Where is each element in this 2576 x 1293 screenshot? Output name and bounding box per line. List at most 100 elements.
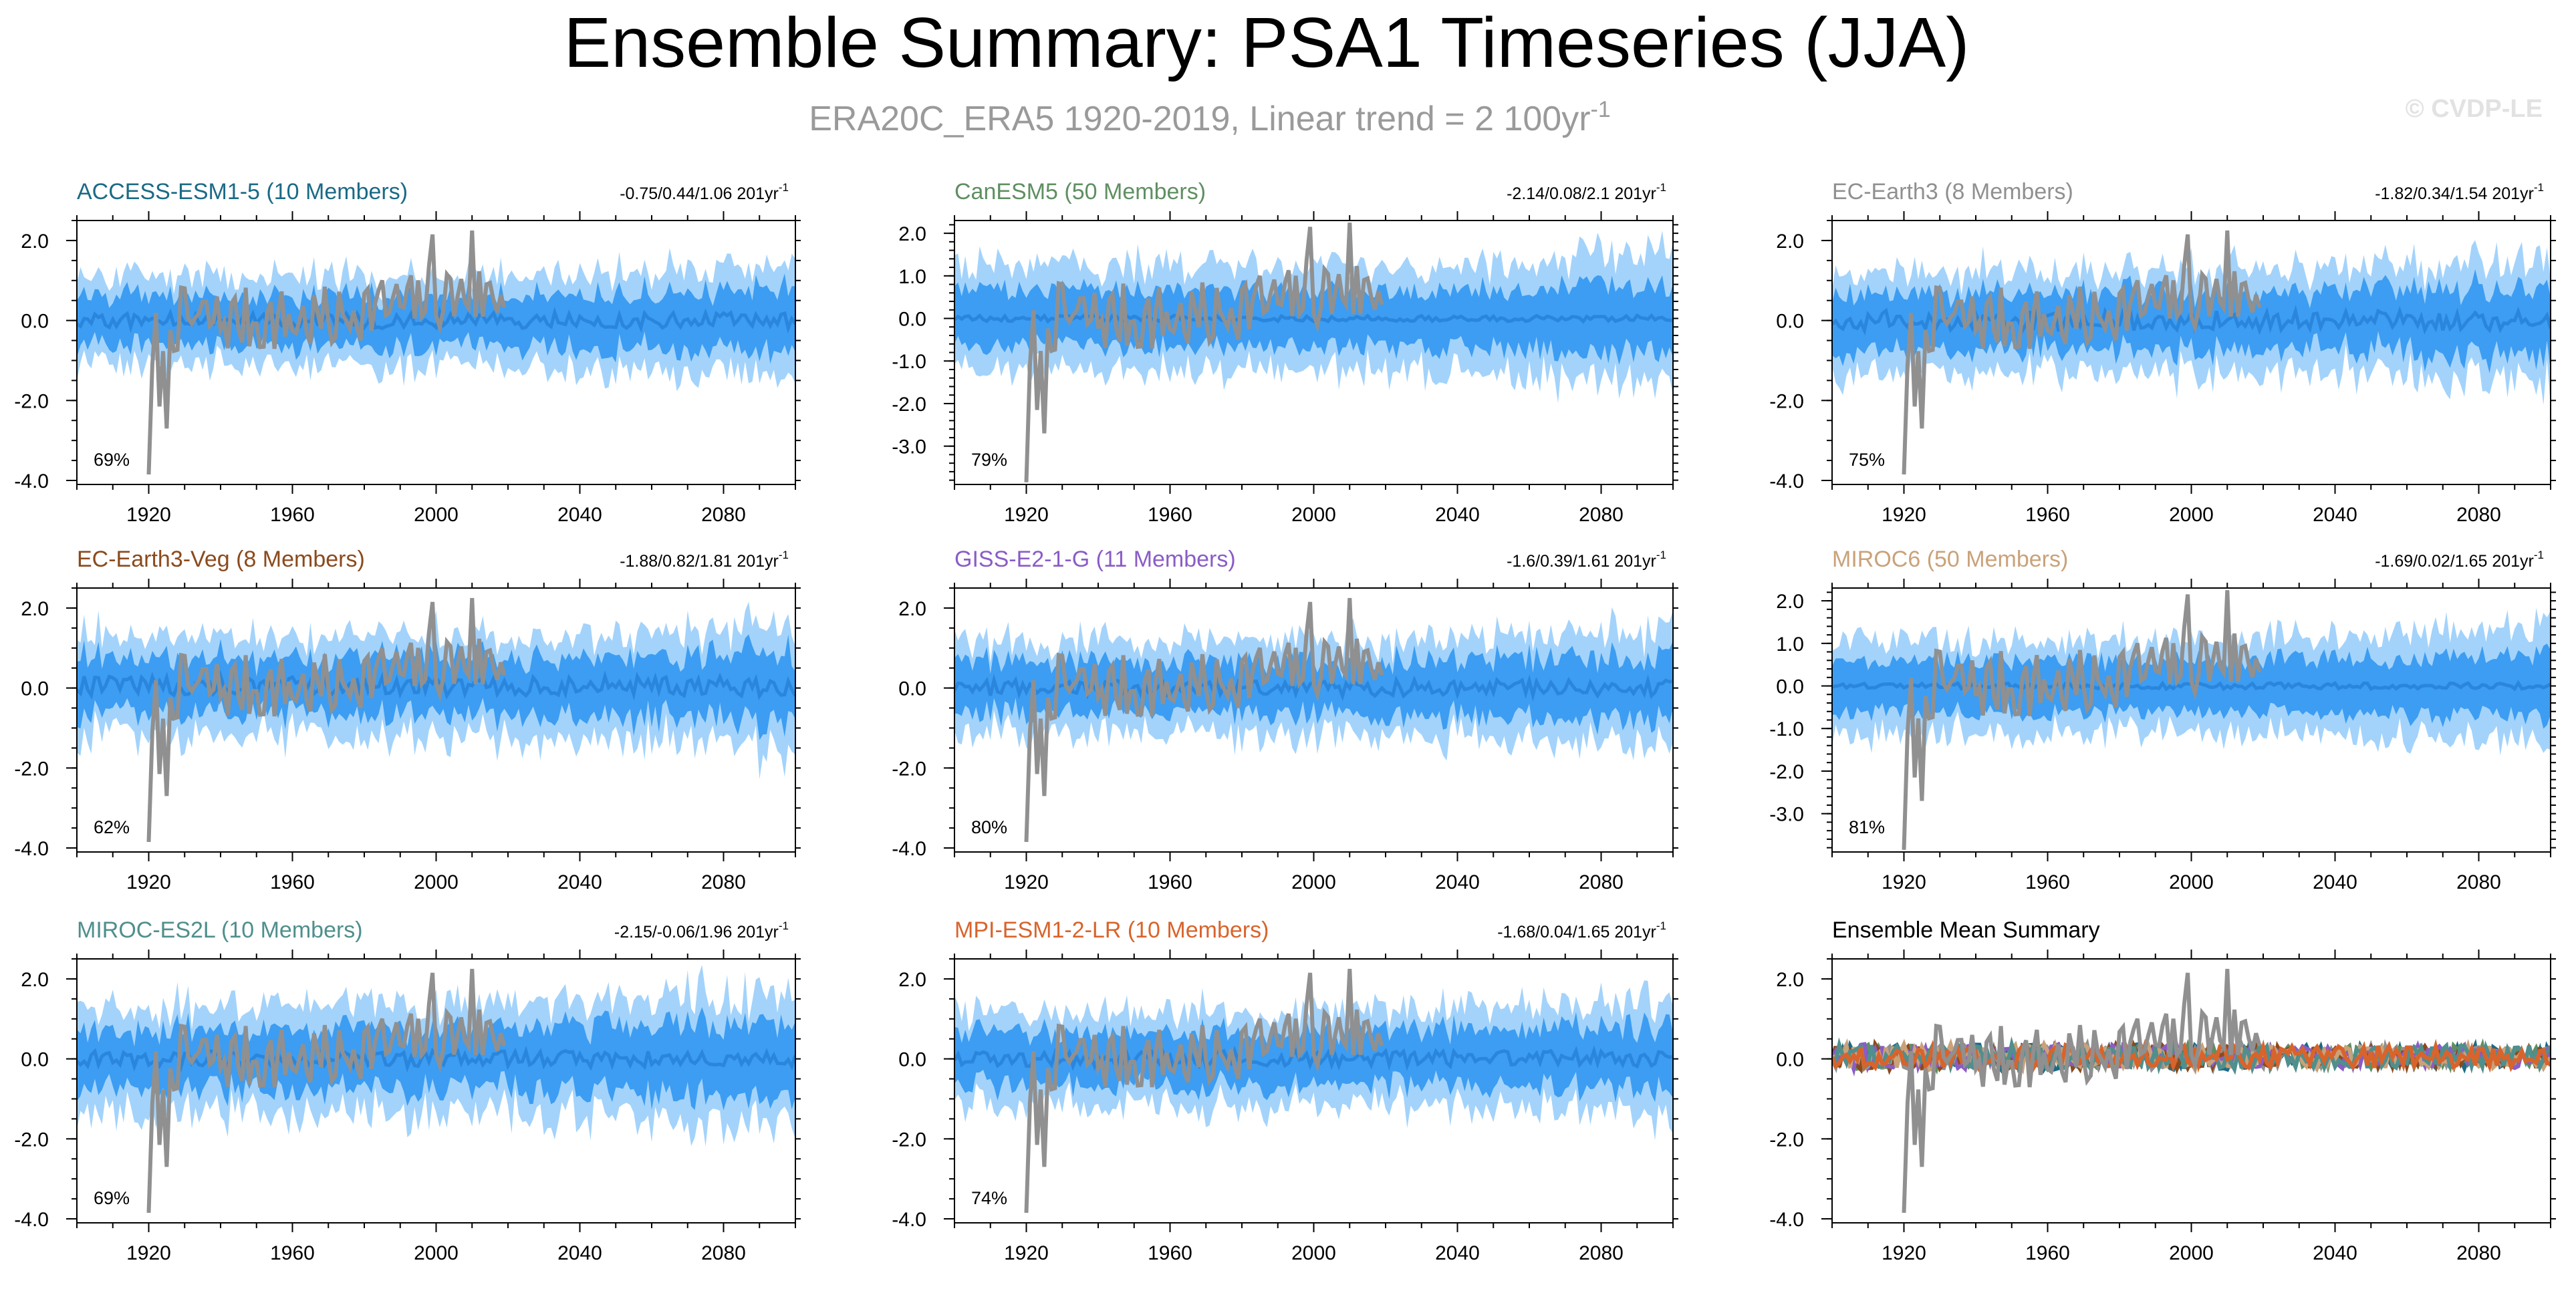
percent-label: 79% xyxy=(971,450,1007,470)
x-tick-label: 1960 xyxy=(270,1242,315,1264)
panel-title-members: (50 Members) xyxy=(1064,179,1206,204)
percent-label: 69% xyxy=(94,450,130,470)
trend-stats: -1.68/0.04/1.65 201yr-1 xyxy=(1497,919,1666,942)
x-tick-label: 2040 xyxy=(1435,871,1480,893)
panel-title-model: MPI-ESM1-2-LR xyxy=(954,917,1121,943)
y-tick-label: -2.0 xyxy=(1769,390,1804,412)
plot-area xyxy=(954,223,1673,482)
y-tick-label: -4.0 xyxy=(1769,470,1804,492)
plot-area xyxy=(77,597,795,843)
chart-panel: 1920 1960 2000 2040 2080 -4.0 -2.0 0.0 2.0 Ensemb… xyxy=(1769,917,2556,1264)
chart-panel: 1920 1960 2000 2040 2080 -4.0 -2.0 0.0 2.0 MPI-ES… xyxy=(892,917,1678,1264)
x-tick-label: 2040 xyxy=(2313,871,2357,893)
x-tick-label: 2000 xyxy=(2169,1242,2214,1264)
y-tick-label: 1.0 xyxy=(1776,633,1804,656)
x-tick-label: 2000 xyxy=(2169,871,2214,893)
panel-title: MIROC-ES2L (10 Members) xyxy=(77,917,363,943)
y-tick-label: 2.0 xyxy=(898,598,926,620)
plot-area xyxy=(1832,968,2551,1213)
x-tick-label: 2000 xyxy=(1291,504,1336,526)
plot-frame xyxy=(1831,958,2551,1224)
trend-stats-sup: -1 xyxy=(779,919,789,932)
y-tick-label: 2.0 xyxy=(21,231,49,253)
panel-title-members: (50 Members) xyxy=(1927,547,2069,572)
y-tick-label: 0.0 xyxy=(1776,311,1804,333)
y-tick-label: -2.0 xyxy=(1769,1129,1804,1151)
panel-title: ACCESS-ESM1-5 (10 Members) xyxy=(77,179,408,204)
panel-title-space xyxy=(260,179,266,204)
y-tick-label: 0.0 xyxy=(21,1049,49,1071)
observations-line xyxy=(1902,230,2262,475)
observations-line xyxy=(1024,968,1384,1213)
observations-line xyxy=(1902,590,2262,850)
panel-title: GISS-E2-1-G (11 Members) xyxy=(954,547,1236,572)
trend-stats-value: -1.6/0.39/1.61 201yr xyxy=(1507,552,1656,571)
panel-title: CanESM5 (50 Members) xyxy=(954,179,1206,204)
percent-label: 62% xyxy=(94,817,130,837)
trend-stats-value: -1.68/0.04/1.65 201yr xyxy=(1497,923,1656,942)
y-tick-label: -2.0 xyxy=(14,390,49,412)
y-tick-label: -1.0 xyxy=(892,351,926,373)
panel-title-space xyxy=(1920,547,1926,572)
x-tick-label: 1920 xyxy=(126,1242,171,1264)
chart-panel: 1920 1960 2000 2040 2080 -3.0 -2.0 -1.0 0.0 1.0 2.… xyxy=(1769,547,2556,893)
x-tick-label: 1920 xyxy=(1004,504,1049,526)
trend-stats-sup: -1 xyxy=(2534,181,2544,194)
chart-panel: 1920 1960 2000 2040 2080 -4.0 -2.0 0.0 2.0 EC-Ear… xyxy=(14,547,801,893)
trend-stats-value: -1.69/0.02/1.65 201yr xyxy=(2375,552,2534,571)
observations-line xyxy=(146,968,507,1213)
panel-title: Ensemble Mean Summary xyxy=(1832,917,2100,943)
panel-title: MPI-ESM1-2-LR (10 Members) xyxy=(954,917,1269,943)
chart-panel: 1920 1960 2000 2040 2080 -4.0 -2.0 0.0 2.0 ACCESS… xyxy=(14,179,801,526)
y-tick-label: -2.0 xyxy=(1769,761,1804,783)
x-tick-label: 1920 xyxy=(1004,1242,1049,1264)
observations-line xyxy=(1024,597,1384,843)
trend-stats-sup: -1 xyxy=(1656,549,1666,561)
panel-title-members: (10 Members) xyxy=(221,917,363,943)
x-tick-label: 1920 xyxy=(1004,871,1049,893)
panel-title-model: GISS-E2-1-G xyxy=(954,547,1089,572)
panel-title-members: (11 Members) xyxy=(1096,547,1236,572)
y-tick-label: 0.0 xyxy=(898,678,926,700)
panel-title-model: MIROC-ES2L xyxy=(77,917,215,943)
y-tick-label: -3.0 xyxy=(892,436,926,458)
x-tick-label: 2080 xyxy=(2456,1242,2501,1264)
y-tick-label: 2.0 xyxy=(1776,591,1804,613)
y-tick-label: 0.0 xyxy=(21,311,49,333)
x-tick-label: 2000 xyxy=(1291,871,1336,893)
chart-panel: 1920 1960 2000 2040 2080 -4.0 -2.0 0.0 2.0 MIROC-… xyxy=(14,917,801,1264)
x-tick-label: 1960 xyxy=(1148,871,1192,893)
x-tick-label: 2040 xyxy=(557,871,602,893)
panel-title-space xyxy=(215,917,221,943)
observations-line xyxy=(146,230,507,475)
trend-stats-sup: -1 xyxy=(1656,181,1666,194)
x-tick-label: 2040 xyxy=(2313,504,2357,526)
percent-label: 75% xyxy=(1849,450,1885,470)
panel-title-space xyxy=(1058,179,1064,204)
panel-title: MIROC6 (50 Members) xyxy=(1832,547,2068,572)
plot-area xyxy=(954,968,1673,1213)
y-tick-label: -4.0 xyxy=(892,838,926,860)
y-tick-label: -4.0 xyxy=(14,838,49,860)
x-tick-label: 1960 xyxy=(2025,871,2070,893)
x-tick-label: 2080 xyxy=(1579,871,1624,893)
chart-panel: 1920 1960 2000 2040 2080 -4.0 -2.0 0.0 2.0 GISS-E… xyxy=(892,547,1678,893)
y-tick-label: -3.0 xyxy=(1769,804,1804,826)
trend-stats-sup: -1 xyxy=(2534,549,2544,561)
y-tick-label: 2.0 xyxy=(21,598,49,620)
trend-stats-value: -2.14/0.08/2.1 201yr xyxy=(1507,184,1656,203)
plot-area xyxy=(77,230,795,475)
x-tick-label: 2000 xyxy=(1291,1242,1336,1264)
percent-label: 80% xyxy=(971,817,1007,837)
x-tick-label: 1960 xyxy=(1148,504,1192,526)
y-tick-label: -4.0 xyxy=(14,470,49,492)
y-tick-label: 0.0 xyxy=(898,309,926,331)
figure-subtitle: ERA20C_ERA5 1920-2019, Linear trend = 2 … xyxy=(809,97,1611,138)
x-tick-label: 2080 xyxy=(701,504,746,526)
x-tick-label: 2000 xyxy=(414,504,459,526)
observations-line xyxy=(1024,223,1384,482)
x-tick-label: 1960 xyxy=(270,871,315,893)
figure-subtitle-sup: -1 xyxy=(1591,97,1611,122)
x-tick-label: 1960 xyxy=(2025,504,2070,526)
y-tick-label: -4.0 xyxy=(1769,1209,1804,1231)
